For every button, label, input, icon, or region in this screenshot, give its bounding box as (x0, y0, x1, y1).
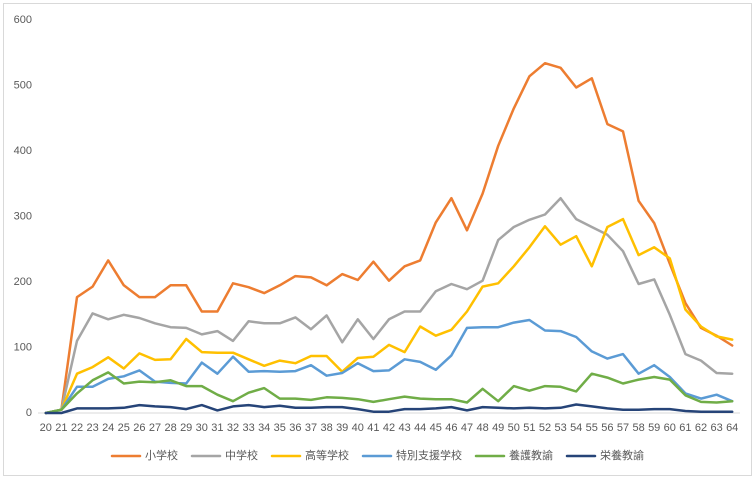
x-tick-label: 49 (492, 422, 504, 434)
x-tick-label: 46 (445, 422, 457, 434)
x-tick-label: 36 (289, 422, 301, 434)
x-tick-label: 43 (398, 422, 410, 434)
y-tick-label: 600 (14, 14, 32, 26)
x-tick-label: 35 (274, 422, 286, 434)
series-line (44, 403, 734, 415)
series-line (44, 61, 734, 415)
series-line (44, 217, 734, 415)
x-tick-label: 45 (430, 422, 442, 434)
x-tick-label: 50 (508, 422, 520, 434)
legend-label: 栄養教諭 (600, 448, 644, 462)
x-tick-label: 23 (86, 422, 98, 434)
legend-label: 高等学校 (305, 448, 349, 462)
x-tick-label: 48 (476, 422, 488, 434)
x-tick-label: 44 (414, 422, 426, 434)
x-tick-label: 37 (305, 422, 317, 434)
x-tick-label: 26 (133, 422, 145, 434)
y-tick-label: 200 (14, 276, 32, 288)
x-tick-label: 58 (632, 422, 644, 434)
x-tick-label: 34 (258, 422, 270, 434)
x-tick-label: 33 (242, 422, 254, 434)
y-tick-label: 100 (14, 341, 32, 353)
y-tick-label: 300 (14, 210, 32, 222)
x-tick-label: 56 (601, 422, 613, 434)
x-tick-label: 20 (40, 422, 52, 434)
x-tick-label: 28 (164, 422, 176, 434)
x-tick-label: 51 (523, 422, 535, 434)
x-tick-label: 38 (320, 422, 332, 434)
x-tick-label: 64 (726, 422, 738, 434)
legend-label: 特別支援学校 (396, 448, 462, 462)
x-tick-label: 22 (71, 422, 83, 434)
y-tick-label: 400 (14, 145, 32, 157)
x-tick-label: 30 (196, 422, 208, 434)
x-tick-label: 60 (664, 422, 676, 434)
series-line (44, 196, 734, 415)
x-tick-label: 55 (586, 422, 598, 434)
x-tick-label: 62 (695, 422, 707, 434)
x-tick-label: 27 (149, 422, 161, 434)
x-tick-label: 59 (648, 422, 660, 434)
x-tick-label: 42 (383, 422, 395, 434)
x-tick-label: 47 (461, 422, 473, 434)
x-tick-label: 52 (539, 422, 551, 434)
x-tick-label: 21 (55, 422, 67, 434)
legend-label: 小学校 (145, 448, 178, 462)
y-tick-label: 0 (26, 407, 32, 419)
x-tick-label: 54 (570, 422, 582, 434)
series-line (44, 371, 734, 415)
x-tick-label: 25 (118, 422, 130, 434)
chart-border (3, 3, 752, 476)
x-tick-label: 29 (180, 422, 192, 434)
x-tick-label: 41 (367, 422, 379, 434)
x-tick-label: 31 (211, 422, 223, 434)
x-tick-label: 24 (102, 422, 114, 434)
legend-label: 中学校 (225, 448, 258, 462)
y-tick-label: 500 (14, 79, 32, 91)
legend-label: 養護教諭 (509, 448, 553, 462)
x-tick-label: 40 (352, 422, 364, 434)
x-tick-label: 53 (554, 422, 566, 434)
x-tick-label: 63 (710, 422, 722, 434)
x-tick-label: 57 (617, 422, 629, 434)
x-tick-label: 61 (679, 422, 691, 434)
x-tick-label: 39 (336, 422, 348, 434)
x-tick-label: 32 (227, 422, 239, 434)
